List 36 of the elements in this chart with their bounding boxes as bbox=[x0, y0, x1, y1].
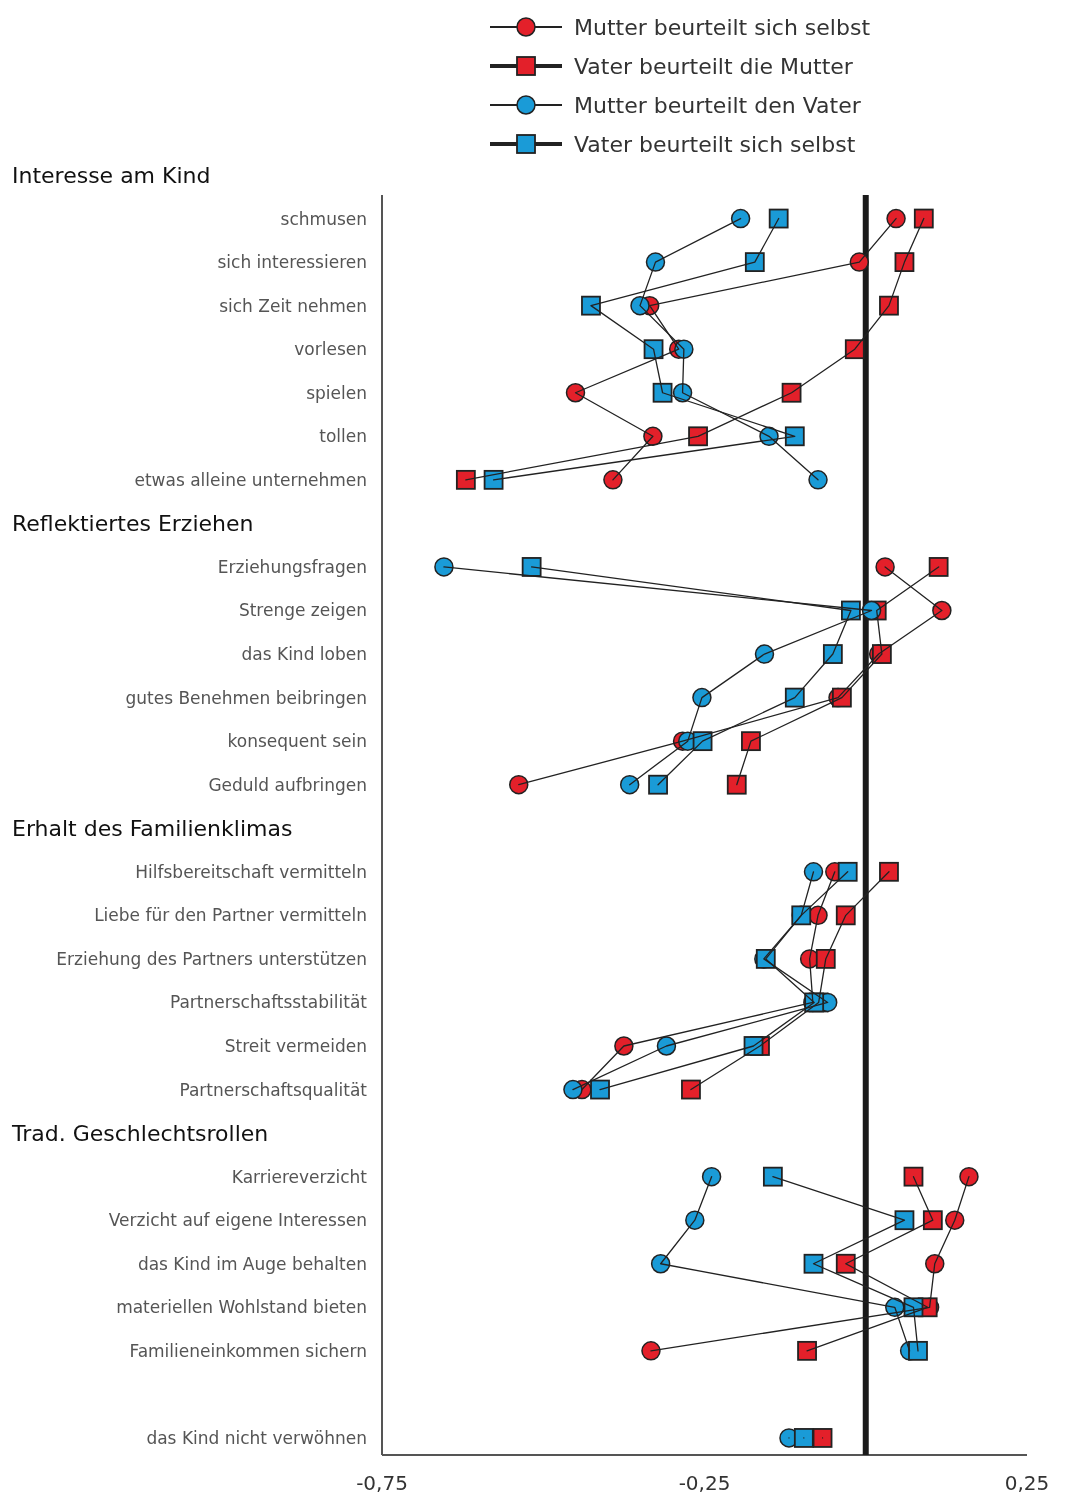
y-tick-label: das Kind loben bbox=[241, 644, 367, 664]
y-tick-label: gutes Benehmen beibringen bbox=[125, 687, 367, 708]
y-tick-label: materiellen Wohlstand bieten bbox=[116, 1297, 367, 1318]
y-tick-label: schmusen bbox=[280, 208, 367, 229]
text: Erhalt des Familienklimas bbox=[12, 815, 293, 841]
legend-label: Vater beurteilt sich selbst bbox=[574, 131, 856, 157]
text: Trad. Geschlechtsrollen bbox=[11, 1120, 269, 1146]
y-tick-label: Erziehung des Partners unterstützen bbox=[56, 948, 367, 969]
legend-label: Mutter beurteilt sich selbst bbox=[574, 14, 871, 40]
legend-label: Vater beurteilt die Mutter bbox=[574, 53, 854, 79]
y-tick-label: Hilfsbereitschaft vermitteln bbox=[135, 861, 367, 882]
y-tick-label: Partnerschaftsstabilität bbox=[169, 992, 368, 1013]
y-tick-label: Partnerschaftsqualität bbox=[179, 1079, 368, 1100]
text: Reflektiertes Erziehen bbox=[12, 511, 254, 537]
y-tick-label: sich Zeit nehmen bbox=[219, 295, 367, 316]
x-tick-label: -0,75 bbox=[356, 1471, 408, 1495]
y-tick-label: konsequent sein bbox=[227, 731, 367, 752]
y-tick-label: Karriereverzicht bbox=[231, 1166, 368, 1187]
x-tick-label: -0,25 bbox=[678, 1471, 731, 1495]
y-tick-label: Verzicht auf eigene Interessen bbox=[108, 1210, 367, 1231]
y-tick-label: tollen bbox=[319, 426, 367, 447]
legend-label: Mutter beurteilt den Vater bbox=[574, 92, 862, 118]
y-tick-label: sich interessieren bbox=[217, 252, 367, 273]
y-tick-label: das Kind im Auge behalten bbox=[137, 1253, 367, 1274]
y-tick-label: vorlesen bbox=[294, 339, 367, 360]
y-tick-label: Strenge zeigen bbox=[238, 600, 367, 621]
text: Interesse am Kind bbox=[12, 162, 211, 188]
y-tick-label: etwas alleine unternehmen bbox=[134, 469, 367, 490]
y-tick-label: Familieneinkommen sichern bbox=[129, 1340, 367, 1361]
y-tick-label: Liebe für den Partner vermitteln bbox=[94, 905, 367, 926]
y-tick-label: spielen bbox=[306, 382, 367, 403]
y-tick-label: Erziehungsfragen bbox=[217, 556, 367, 577]
x-tick-label: 0,25 bbox=[1004, 1471, 1050, 1495]
y-tick-label: Geduld aufbringen bbox=[208, 774, 367, 795]
y-tick-label: Streit vermeiden bbox=[224, 1035, 367, 1056]
y-tick-label: das Kind nicht verwöhnen bbox=[146, 1427, 367, 1448]
